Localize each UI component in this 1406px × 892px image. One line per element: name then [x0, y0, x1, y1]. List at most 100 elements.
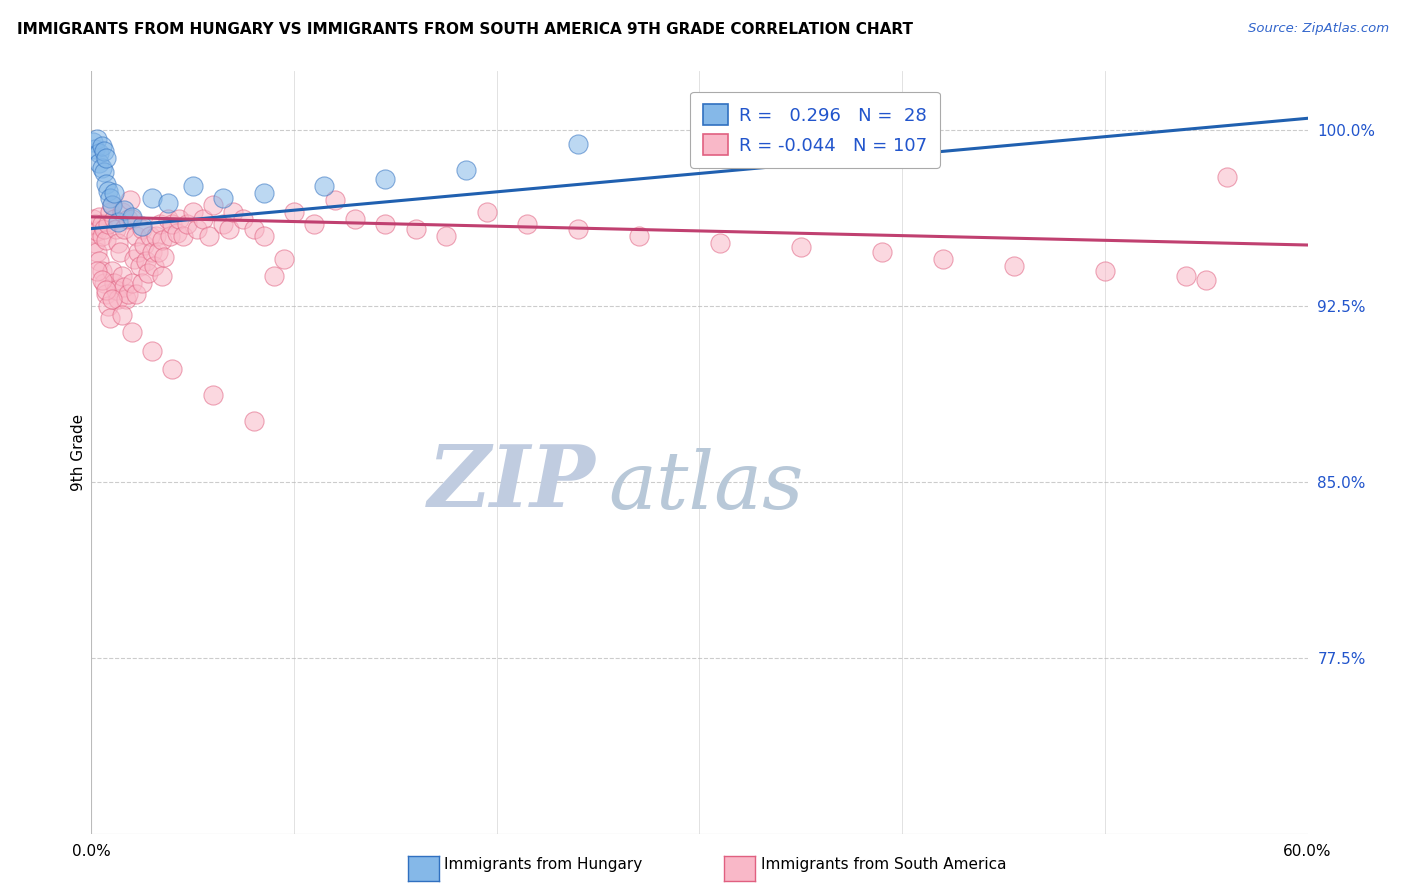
Point — [567, 221, 589, 235]
Point — [100, 198, 122, 212]
Point — [150, 233, 173, 247]
Point — [516, 217, 538, 231]
Point — [202, 198, 225, 212]
Point — [107, 292, 129, 306]
Point — [111, 268, 134, 283]
Point — [94, 287, 117, 301]
Point — [149, 217, 172, 231]
Point — [343, 212, 366, 227]
Point — [89, 146, 111, 161]
Point — [314, 179, 336, 194]
Point — [90, 217, 112, 231]
Point — [135, 254, 157, 268]
Point — [84, 235, 107, 250]
Point — [98, 191, 121, 205]
Point — [132, 238, 155, 252]
Point — [129, 259, 152, 273]
Text: ZIP: ZIP — [429, 442, 596, 525]
Point — [1215, 169, 1237, 184]
Point — [323, 194, 346, 208]
Point — [121, 212, 143, 227]
Point — [103, 186, 125, 201]
Point — [242, 414, 264, 428]
Point — [104, 283, 127, 297]
Point — [159, 228, 181, 243]
Point — [94, 151, 117, 165]
Point — [150, 268, 173, 283]
Point — [86, 245, 108, 260]
Point — [93, 165, 115, 179]
Point — [82, 135, 104, 149]
Point — [1175, 268, 1198, 283]
Point — [212, 191, 235, 205]
Point — [709, 235, 731, 250]
Point — [475, 205, 498, 219]
Point — [90, 139, 112, 153]
Point — [176, 217, 198, 231]
Point — [141, 343, 163, 358]
Point — [94, 283, 117, 297]
Point — [90, 273, 112, 287]
Point — [136, 266, 159, 280]
Point — [125, 287, 148, 301]
Point — [111, 309, 134, 323]
Point — [181, 179, 204, 194]
Text: Immigrants from Hungary: Immigrants from Hungary — [444, 857, 643, 872]
Point — [117, 212, 139, 227]
Point — [166, 227, 188, 241]
Point — [186, 221, 208, 235]
Point — [131, 219, 153, 234]
Point — [100, 198, 122, 212]
Point — [141, 245, 163, 260]
Y-axis label: 9th Grade: 9th Grade — [70, 414, 86, 491]
Point — [115, 292, 138, 306]
Point — [283, 205, 305, 219]
Point — [93, 276, 115, 290]
Point — [131, 221, 153, 235]
Point — [162, 217, 184, 231]
Text: Immigrants from South America: Immigrants from South America — [761, 857, 1007, 872]
Point — [103, 212, 125, 227]
Point — [253, 186, 276, 201]
Point — [98, 310, 121, 325]
Point — [172, 228, 194, 243]
Point — [121, 276, 143, 290]
Point — [148, 245, 170, 260]
Point — [202, 388, 225, 402]
Point — [93, 144, 115, 158]
Point — [931, 252, 953, 266]
Text: IMMIGRANTS FROM HUNGARY VS IMMIGRANTS FROM SOUTH AMERICA 9TH GRADE CORRELATION C: IMMIGRANTS FROM HUNGARY VS IMMIGRANTS FR… — [17, 22, 912, 37]
Point — [121, 325, 143, 339]
Point — [107, 214, 129, 228]
Point — [218, 221, 240, 235]
Point — [111, 205, 134, 219]
Point — [82, 212, 104, 227]
Point — [82, 227, 104, 241]
Point — [790, 240, 813, 254]
Point — [90, 264, 112, 278]
Point — [86, 224, 108, 238]
Point — [89, 156, 111, 170]
Point — [567, 137, 589, 152]
Point — [242, 221, 264, 235]
Point — [181, 205, 204, 219]
Point — [98, 205, 121, 219]
Point — [198, 228, 221, 243]
Point — [263, 268, 285, 283]
Text: atlas: atlas — [609, 449, 804, 525]
Point — [107, 235, 129, 250]
Point — [273, 252, 295, 266]
Point — [112, 202, 135, 217]
Point — [104, 221, 127, 235]
Point — [86, 264, 108, 278]
Point — [84, 217, 107, 231]
Point — [212, 217, 235, 231]
Point — [97, 299, 120, 313]
Point — [84, 142, 107, 156]
Point — [153, 250, 176, 264]
Point — [127, 245, 149, 260]
Point — [870, 245, 893, 260]
Point — [434, 228, 457, 243]
Point — [89, 254, 111, 268]
Point — [405, 221, 427, 235]
